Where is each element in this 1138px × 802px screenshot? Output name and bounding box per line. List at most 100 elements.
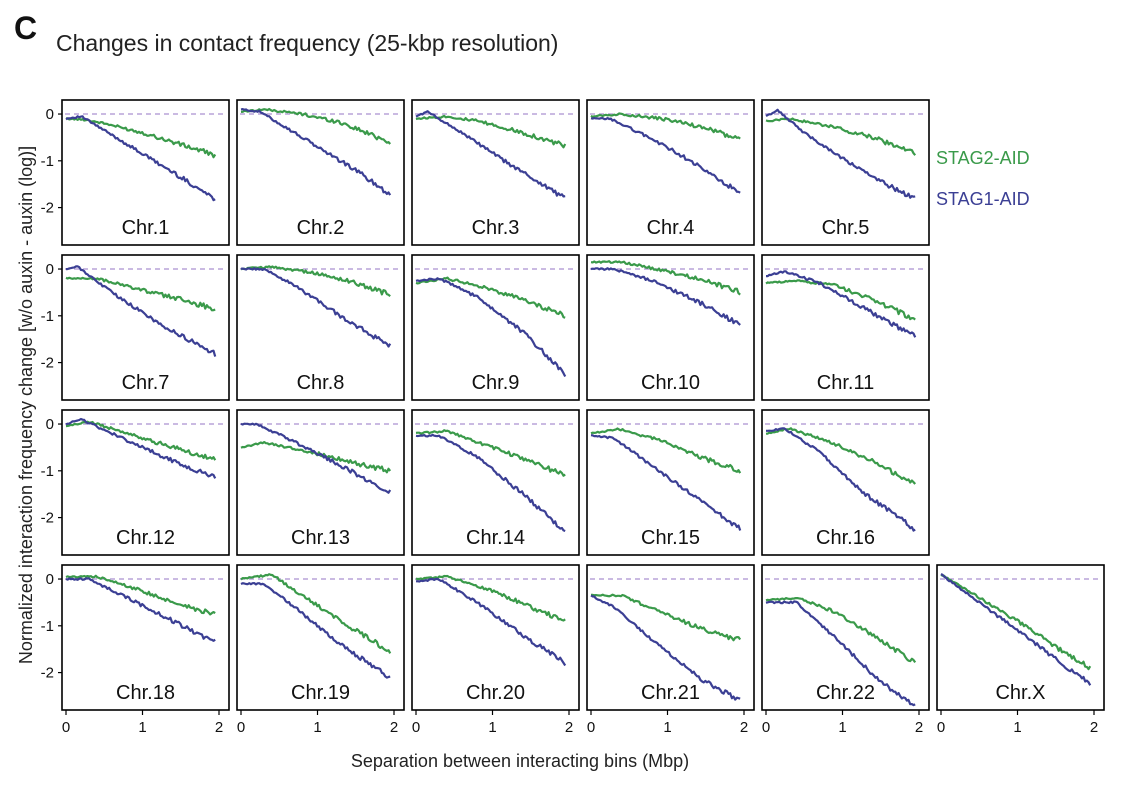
- series-line-stag1-aid: [765, 108, 916, 199]
- series-line-stag2-aid: [415, 574, 566, 622]
- series-line-stag1-aid: [766, 427, 916, 532]
- y-tick-label: -2: [41, 510, 54, 527]
- x-tick-label: 0: [937, 719, 945, 736]
- series-line-stag1-aid: [765, 600, 916, 707]
- series-line-stag2-aid: [415, 114, 567, 149]
- x-tick-label: 1: [138, 719, 146, 736]
- panel-frame: [761, 409, 930, 556]
- series-line-stag1-aid: [415, 277, 567, 378]
- panel-label: Chr.19: [291, 682, 350, 704]
- series-line-stag1-aid: [65, 265, 217, 357]
- panel-frame: [761, 99, 930, 246]
- panel-frame: [236, 99, 405, 246]
- series-line-stag1-aid: [65, 417, 217, 479]
- panel-label: Chr.8: [297, 372, 345, 394]
- series-line-stag2-aid: [240, 107, 392, 145]
- series-line-stag2-aid: [765, 117, 917, 156]
- panel-frame: [761, 254, 930, 401]
- y-tick-label: -2: [41, 200, 54, 217]
- panel-frame: [236, 564, 405, 711]
- series-line-stag1-aid: [766, 270, 917, 338]
- series-line-stag1-aid: [940, 573, 1092, 686]
- x-tick-label: 2: [565, 719, 573, 736]
- series-line-stag2-aid: [65, 420, 217, 461]
- panel-label: Chr.1: [122, 217, 170, 239]
- panel-chr11: Chr.11: [761, 254, 930, 401]
- panel-frame: [236, 409, 405, 556]
- panel-frame: [61, 409, 230, 556]
- x-axis-label: Separation between interacting bins (Mbp…: [351, 751, 689, 771]
- panel-frame: [61, 99, 230, 246]
- series-line-stag2-aid: [940, 573, 1092, 671]
- y-tick-label: -2: [41, 665, 54, 682]
- panel-label: Chr.14: [466, 527, 525, 549]
- series-line-stag1-aid: [415, 433, 566, 533]
- panel-frame: [411, 564, 580, 711]
- figure-title: Changes in contact frequency (25-kbp res…: [56, 30, 559, 56]
- series-line-stag2-aid: [591, 593, 742, 642]
- panel-label: Chr.7: [122, 372, 170, 394]
- series-line-stag2-aid: [765, 427, 917, 485]
- panel-chr16: Chr.16: [761, 409, 930, 556]
- panel-label: Chr.22: [816, 682, 875, 704]
- panel-chr9: Chr.9: [411, 254, 580, 401]
- panel-label: Chr.15: [641, 527, 700, 549]
- panel-frame: [586, 409, 755, 556]
- panel-letter: C: [14, 10, 38, 46]
- panel-label: Chr.2: [297, 217, 345, 239]
- y-tick-label: 0: [46, 106, 54, 123]
- panel-chr8: Chr.8: [236, 254, 405, 401]
- series-line-stag2-aid: [590, 427, 742, 474]
- panel-frame: [586, 564, 755, 711]
- y-tick-label: -2: [41, 355, 54, 372]
- x-tick-label: 0: [762, 719, 770, 736]
- x-tick-label: 1: [838, 719, 846, 736]
- panel-label: Chr.16: [816, 527, 875, 549]
- panel-label: Chr.13: [291, 527, 350, 549]
- series-line-stag2-aid: [765, 279, 916, 321]
- panel-frame: [936, 564, 1105, 711]
- series-line-stag1-aid: [65, 577, 216, 642]
- x-tick-label: 1: [313, 719, 321, 736]
- panel-frame: [411, 409, 580, 556]
- panel-chr4: Chr.4: [586, 99, 755, 246]
- x-tick-label: 0: [237, 719, 245, 736]
- panel-frame: [61, 254, 230, 401]
- series-line-stag1-aid: [590, 267, 741, 326]
- panel-chr12: Chr.12 0 -1 -2: [41, 409, 230, 556]
- panel-label: Chr.11: [817, 372, 874, 394]
- panel-chr2: Chr.2: [236, 99, 405, 246]
- panel-label: Chr.X: [995, 682, 1045, 704]
- panel-chr13: Chr.13: [236, 409, 405, 556]
- x-tick-label: 0: [62, 719, 70, 736]
- panel-chr5: Chr.5: [761, 99, 930, 246]
- series-line-stag1-aid: [240, 582, 391, 679]
- x-tick-label: 2: [915, 719, 923, 736]
- panel-frame: [61, 564, 230, 711]
- x-tick-label: 2: [390, 719, 398, 736]
- panel-chr18: Chr.18 0 -1 -2 0 1 2: [41, 564, 230, 736]
- legend-entry-stag2: STAG2-AID: [936, 148, 1030, 168]
- series-line-stag2-aid: [240, 265, 391, 298]
- panel-frame: [411, 254, 580, 401]
- panel-label: Chr.4: [647, 217, 695, 239]
- y-tick-label: -1: [41, 308, 54, 325]
- panel-label: Chr.10: [641, 372, 700, 394]
- legend-entry-stag1: STAG1-AID: [936, 189, 1030, 209]
- y-tick-label: 0: [46, 416, 54, 433]
- panel-label: Chr.5: [822, 217, 870, 239]
- x-tick-label: 2: [740, 719, 748, 736]
- panel-label: Chr.21: [641, 682, 700, 704]
- y-tick-label: 0: [46, 571, 54, 588]
- series-line-stag1-aid: [415, 577, 567, 667]
- panel-frame: [411, 99, 580, 246]
- panel-frame: [761, 564, 930, 711]
- x-tick-label: 2: [1090, 719, 1098, 736]
- series-line-stag1-aid: [65, 115, 216, 202]
- panel-label: Chr.12: [116, 527, 175, 549]
- series-line-stag1-aid: [240, 422, 392, 494]
- x-tick-label: 1: [663, 719, 671, 736]
- x-tick-label: 0: [412, 719, 420, 736]
